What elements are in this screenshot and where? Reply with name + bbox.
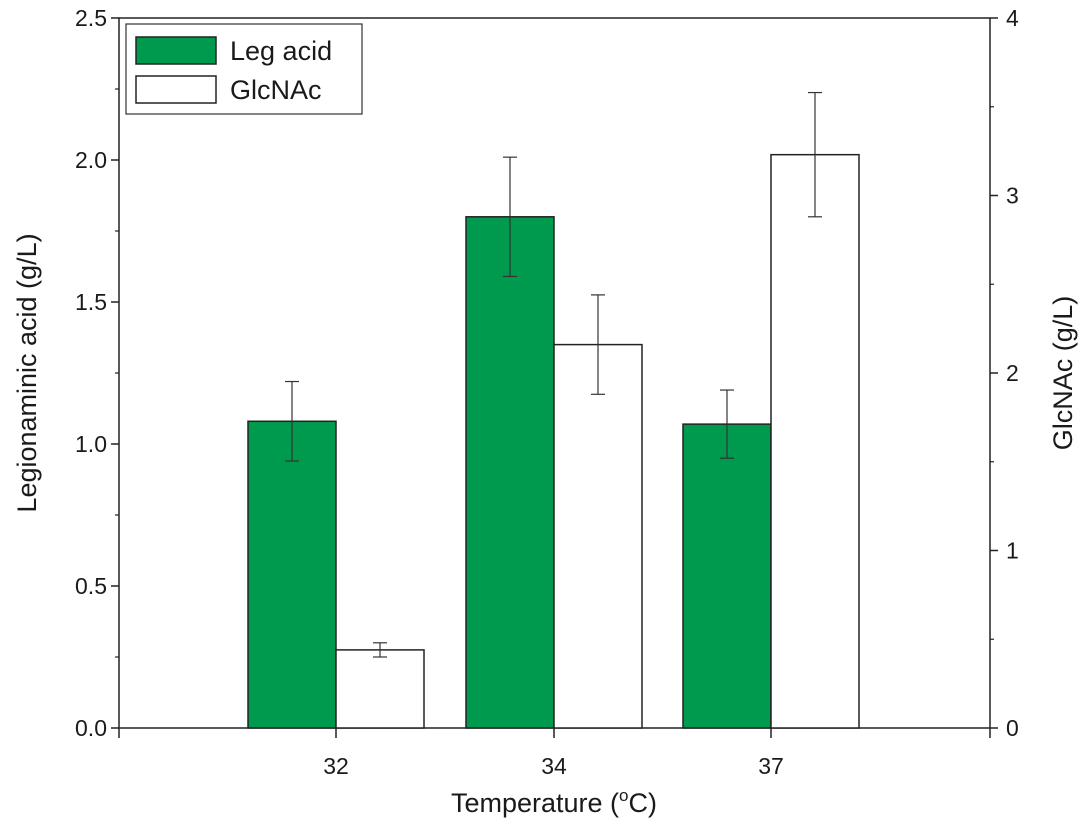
y-axis-left-title: Legionaminic acid (g/L) bbox=[12, 233, 42, 512]
y-right-tick-label-3: 3 bbox=[1006, 183, 1019, 209]
x-axis-title-unit: C) bbox=[629, 788, 658, 818]
bar-glcnac-34 bbox=[553, 343, 643, 729]
bar-glcnac-37 bbox=[770, 153, 860, 729]
legend-swatch-leg-acid bbox=[135, 36, 217, 65]
x-axis-title-degree: o bbox=[619, 786, 628, 805]
y-left-tick-label-2.5: 2.5 bbox=[75, 5, 107, 31]
bar-leg-acid-32 bbox=[247, 420, 337, 729]
y-right-tick-label-0: 0 bbox=[1006, 715, 1019, 741]
legend: Leg acid GlcNAc bbox=[125, 23, 363, 115]
bar-leg-acid-37 bbox=[682, 423, 772, 729]
bar-glcnac-32 bbox=[335, 649, 425, 729]
y-left-tick-label-0.0: 0.0 bbox=[75, 715, 107, 741]
errorbars-layer bbox=[285, 91, 822, 658]
x-tick-label-32: 32 bbox=[323, 753, 349, 779]
legend-label-glcnac: GlcNAc bbox=[230, 75, 322, 105]
x-tick-label-37: 37 bbox=[758, 753, 784, 779]
y-left-tick-label-1.5: 1.5 bbox=[75, 289, 107, 315]
bar-leg-acid-34 bbox=[465, 216, 555, 729]
legend-swatch-glcnac bbox=[135, 75, 217, 104]
bars-layer bbox=[247, 153, 860, 729]
y-right-tick-label-4: 4 bbox=[1006, 5, 1019, 31]
y-left-tick-label-0.5: 0.5 bbox=[75, 573, 107, 599]
x-axis-title: Temperature (oC) bbox=[451, 786, 657, 818]
y-left-tick-label-1.0: 1.0 bbox=[75, 431, 107, 457]
y-axis-right-title: GlcNAc (g/L) bbox=[1048, 296, 1078, 451]
y-left-tick-label-2.0: 2.0 bbox=[75, 147, 107, 173]
y-right-tick-label-2: 2 bbox=[1006, 360, 1019, 386]
legend-label-leg-acid: Leg acid bbox=[230, 36, 332, 66]
x-tick-label-34: 34 bbox=[541, 753, 567, 779]
y-right-tick-label-1: 1 bbox=[1006, 538, 1019, 564]
x-axis-title-main: Temperature ( bbox=[451, 788, 619, 818]
